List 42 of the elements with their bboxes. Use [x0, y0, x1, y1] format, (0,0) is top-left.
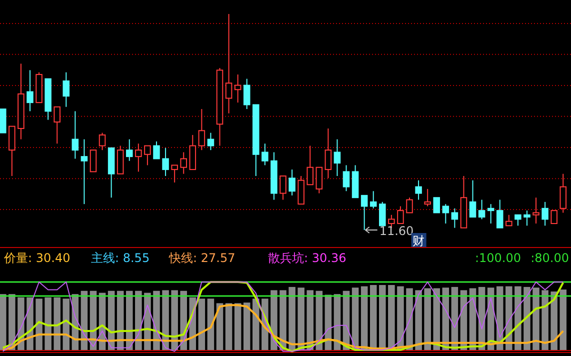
candlestick [542, 201, 548, 226]
candlestick [334, 138, 341, 176]
bar [0, 294, 6, 350]
text: 财 [412, 234, 424, 248]
candlestick [180, 152, 187, 174]
text: 价量: 30.40 [3, 251, 70, 265]
bar [36, 298, 42, 350]
candlestick [62, 72, 70, 108]
text: 快线: 27.57 [168, 251, 236, 265]
annotation: 11.60 [379, 224, 414, 238]
candlestick [135, 143, 142, 172]
candlestick [288, 169, 296, 196]
candlestick [72, 110, 79, 160]
candlestick [415, 180, 422, 200]
text: 散兵坑: 30.36 [268, 251, 346, 265]
candlestick [234, 74, 242, 104]
candlestick [524, 210, 530, 226]
candlestick [487, 204, 494, 224]
candlestick [225, 14, 232, 114]
candlestick [80, 138, 88, 205]
bar [424, 288, 431, 350]
bar [198, 298, 206, 350]
bar [54, 297, 60, 350]
bar [298, 288, 304, 350]
bar [288, 286, 296, 350]
text: :80.00 [530, 251, 569, 265]
bar [560, 290, 566, 350]
bar [532, 288, 540, 350]
text: :100.00 [474, 251, 521, 265]
candlestick [532, 197, 540, 224]
bar [225, 303, 232, 350]
bar [44, 297, 52, 350]
candlestick [243, 78, 250, 110]
candlestick [18, 63, 24, 140]
bar [234, 303, 242, 350]
candlestick [162, 147, 169, 176]
candlestick [26, 70, 34, 112]
candlestick [126, 138, 133, 162]
candlestick [324, 128, 332, 179]
bar [243, 302, 250, 350]
text: 主线: 8.55 [91, 251, 150, 265]
candlestick [270, 152, 278, 200]
